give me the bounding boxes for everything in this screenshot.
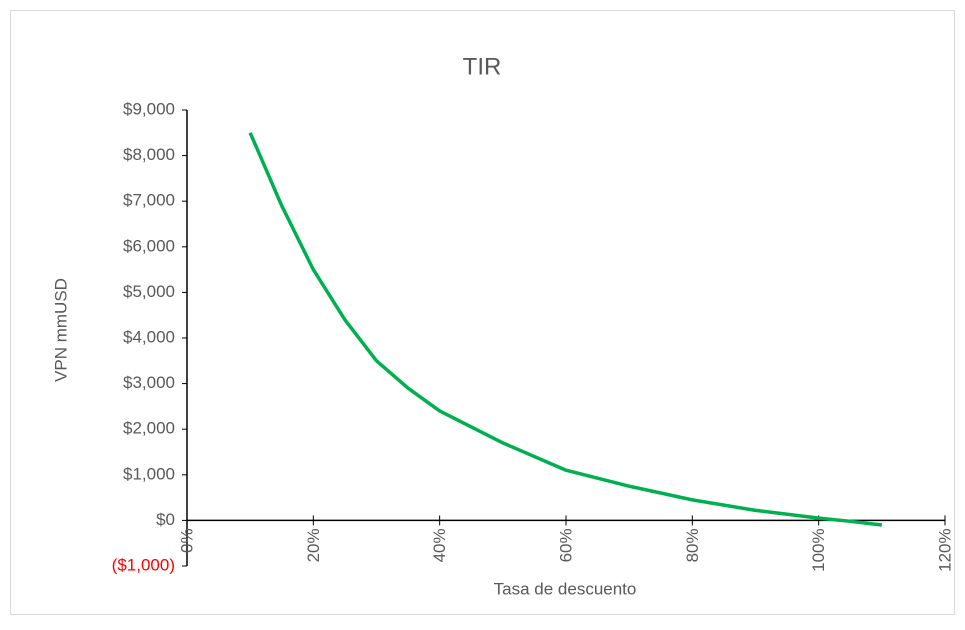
- y-tick-label: $7,000: [123, 191, 175, 210]
- y-tick-label: $3,000: [123, 373, 175, 392]
- y-tick-label: $2,000: [123, 419, 175, 438]
- series-line: [248, 132, 883, 527]
- x-tick-label: 40%: [430, 528, 449, 562]
- y-tick-label: $1,000: [123, 464, 175, 483]
- x-tick-label: 0%: [177, 528, 196, 553]
- y-axis-label: VPN mmUSD: [51, 278, 70, 382]
- x-tick-label: 60%: [556, 528, 575, 562]
- y-tick-label: $8,000: [123, 145, 175, 164]
- y-tick-label: $6,000: [123, 236, 175, 255]
- y-tick-label: $5,000: [123, 282, 175, 301]
- x-tick-label: 100%: [809, 528, 828, 571]
- x-tick-label: 20%: [304, 528, 323, 562]
- y-tick-label: ($1,000): [112, 555, 175, 574]
- chart-title: TIR: [463, 53, 502, 80]
- y-tick-label: $0: [156, 510, 175, 529]
- x-tick-label: 120%: [935, 528, 954, 571]
- y-tick-label: $9,000: [123, 99, 175, 118]
- y-tick-label: $4,000: [123, 327, 175, 346]
- x-axis-label: Tasa de descuento: [494, 579, 637, 598]
- x-tick-label: 80%: [683, 528, 702, 562]
